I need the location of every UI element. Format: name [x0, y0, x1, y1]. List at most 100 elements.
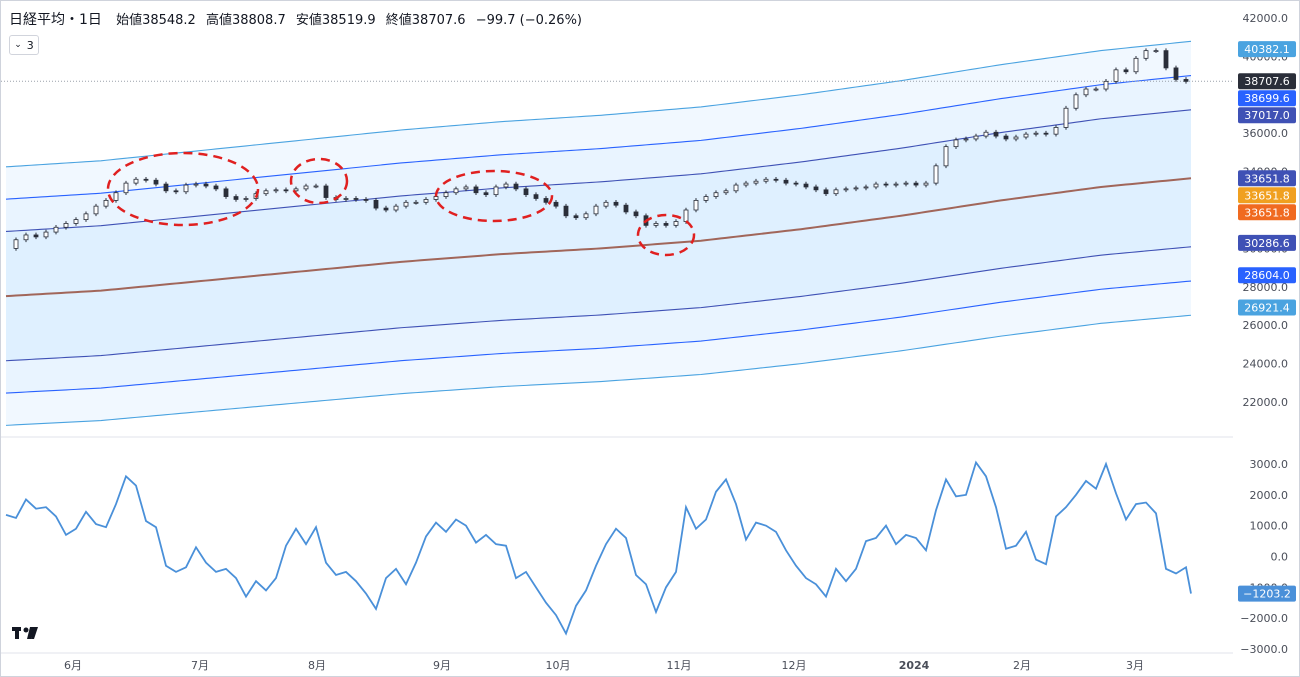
- candle-body: [493, 186, 499, 196]
- candle-body: [223, 188, 229, 197]
- candle-body: [773, 178, 779, 181]
- candle-body: [1053, 127, 1059, 135]
- osc-axis-tick: 0.0: [1271, 551, 1289, 564]
- price-label-text: 33651.8: [1244, 206, 1290, 219]
- candle-body: [1153, 50, 1159, 53]
- candle-body: [583, 213, 589, 219]
- candle-body: [443, 192, 449, 197]
- candle-body: [1083, 88, 1089, 96]
- price-label-badge: [1238, 73, 1296, 90]
- candle-body: [863, 186, 869, 189]
- candle-body: [153, 179, 159, 185]
- candle-body: [93, 205, 99, 215]
- candle-body: [1073, 94, 1079, 109]
- candle-body: [1023, 133, 1029, 138]
- band-fill-lower-mid: [6, 246, 1191, 394]
- candle-body: [373, 199, 379, 209]
- candle-body: [953, 139, 959, 148]
- candle-body: [693, 199, 699, 211]
- price-axis-tick: 42000.0: [1243, 12, 1289, 25]
- time-axis-label: 10月: [546, 659, 571, 672]
- annotation-ellipse: [636, 213, 696, 257]
- candle-body: [393, 205, 399, 211]
- candle-body: [573, 215, 579, 219]
- candle-body: [833, 189, 839, 195]
- price-label-text: 38699.6: [1244, 92, 1290, 105]
- annotation-ellipse: [289, 157, 349, 205]
- candle-body: [73, 219, 79, 224]
- candle-body: [33, 234, 39, 238]
- candle-body: [483, 192, 489, 196]
- candle-body: [413, 201, 419, 204]
- candle-body: [1063, 107, 1069, 128]
- band-lower-3: [5, 314, 1192, 426]
- candle-body: [13, 239, 19, 249]
- candle-body: [653, 223, 659, 226]
- candle-body: [203, 183, 209, 187]
- annotation-ellipse: [106, 151, 260, 227]
- osc-axis-tick: −2000.0: [1240, 612, 1288, 625]
- price-label-badge: [1238, 204, 1296, 221]
- center-moving-average: [5, 177, 1192, 298]
- candle-body: [663, 223, 669, 226]
- low-value: 安値38519.9: [295, 13, 376, 28]
- candle-body: [213, 185, 219, 190]
- candle-body: [633, 211, 639, 217]
- candle-body: [343, 198, 349, 200]
- band-fill-upper-outer: [6, 41, 1191, 200]
- price-label-text: 33651.8: [1244, 189, 1290, 202]
- candle-body: [993, 131, 999, 137]
- osc-last-text: −1203.2: [1243, 588, 1291, 601]
- band-fill-lower-outer: [6, 281, 1191, 426]
- time-axis-label: 9月: [433, 659, 451, 672]
- price-label-badge: [1238, 107, 1296, 124]
- candle-body: [1093, 88, 1099, 91]
- price-axis-tick: 28000.0: [1243, 281, 1289, 294]
- candle-body: [83, 213, 89, 220]
- price-axis-tick: 22000.0: [1243, 396, 1289, 409]
- candle-body: [973, 135, 979, 140]
- candle-body: [103, 199, 109, 207]
- candle-body: [1043, 132, 1049, 135]
- candle-body: [193, 183, 199, 186]
- candle-body: [563, 205, 569, 217]
- indicator-count: 3: [26, 38, 34, 52]
- price-label-badge: [1238, 299, 1296, 316]
- time-axis-label: 7月: [191, 659, 209, 672]
- candle-body: [763, 178, 769, 182]
- band-upper-1: [5, 109, 1192, 233]
- legend-header: 日経平均・1日 始値38548.2 高値38808.7 安値38519.9 終値…: [9, 9, 588, 29]
- candle-body: [713, 192, 719, 197]
- band-upper-3: [5, 40, 1192, 168]
- candle-body: [113, 192, 119, 201]
- candle-body: [173, 190, 179, 193]
- candle-body: [543, 198, 549, 203]
- candle-body: [463, 186, 469, 190]
- open-value: 始値38548.2: [116, 13, 196, 28]
- candle-body: [613, 201, 619, 206]
- candle-body: [703, 196, 709, 201]
- time-axis-label: 2024: [899, 659, 930, 672]
- price-label-text: 26921.4: [1244, 302, 1290, 315]
- candle-body: [163, 183, 169, 192]
- band-lower-2: [5, 280, 1192, 394]
- annotation-ellipse: [434, 169, 554, 223]
- time-axis-label: 11月: [667, 659, 692, 672]
- indicator-toggle-button[interactable]: ⌄ 3: [9, 35, 39, 55]
- candle-body: [233, 196, 239, 200]
- candle-body: [303, 185, 309, 190]
- candle-body: [363, 199, 369, 201]
- candle-body: [313, 185, 319, 188]
- time-axis-label: 2月: [1013, 659, 1031, 672]
- band-upper-2: [5, 75, 1192, 200]
- candle-body: [1013, 136, 1019, 140]
- price-label-badge: [1238, 187, 1296, 204]
- candle-body: [783, 179, 789, 184]
- band-lower-1: [5, 246, 1192, 362]
- candle-body: [813, 186, 819, 191]
- candle-body: [593, 205, 599, 215]
- band-fill-inner: [6, 109, 1191, 361]
- symbol-title[interactable]: 日経平均・1日: [9, 12, 102, 28]
